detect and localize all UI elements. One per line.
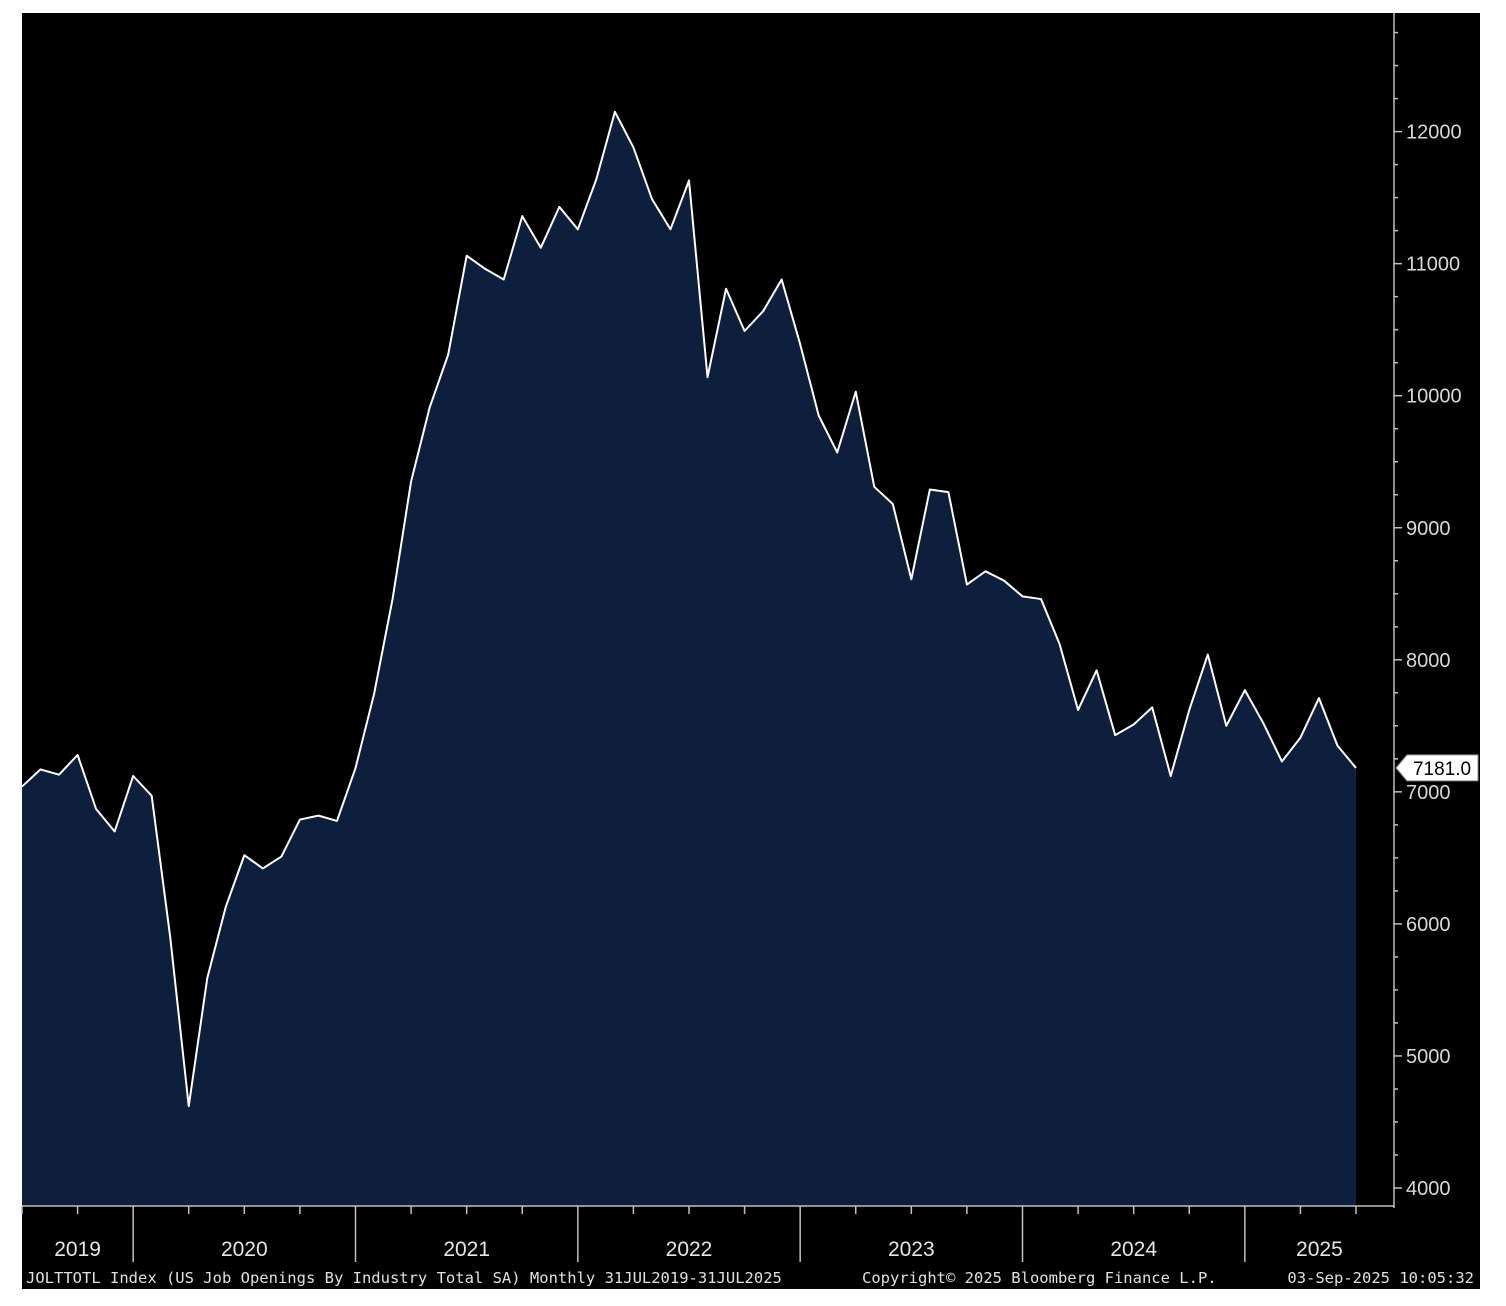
series-line (21, 110, 1357, 1108)
footer-index-description: JOLTTOTL Index (US Job Openings By Indus… (26, 1269, 782, 1287)
axes: 400050006000700080009000100001100012000 … (21, 13, 1462, 1262)
y-tick-label: 5000 (1406, 1046, 1451, 1068)
last-value-box (1395, 754, 1479, 782)
plot-area (21, 110, 1357, 1206)
x-year-label: 2019 (54, 1238, 101, 1261)
y-tick-label: 6000 (1406, 914, 1451, 936)
x-axis-year-labels: 2019 2020 2021 2022 2023 2024 2025 (54, 1238, 1343, 1261)
x-year-label: 2025 (1296, 1238, 1343, 1261)
y-tick-label: 10000 (1406, 386, 1462, 408)
x-year-label: 2021 (443, 1238, 490, 1261)
y-tick-label: 9000 (1406, 518, 1451, 540)
x-year-label: 2020 (221, 1238, 268, 1261)
y-axis-ticks: 4000 5000 6000 7000 8000 9000 10000 11000 12000 (1394, 31, 1462, 1200)
footer-copyright: Copyright© 2025 Bloomberg Finance L.P. (862, 1269, 1217, 1287)
y-tick-label: 11000 (1406, 254, 1460, 276)
y-tick-label: 12000 (1406, 122, 1462, 144)
y-tick-label: 8000 (1406, 650, 1451, 672)
x-year-label: 2024 (1110, 1238, 1157, 1261)
footer-timestamp: 03-Sep-2025 10:05:32 (1287, 1269, 1474, 1287)
x-year-label: 2022 (666, 1238, 713, 1261)
last-value-label: 7181.0 (1413, 759, 1471, 780)
y-tick-label: 7000 (1406, 782, 1451, 804)
series-area (22, 111, 1356, 1206)
last-value-marker: 7181.0 (1395, 754, 1479, 782)
x-axis-ticks (21, 1206, 1357, 1262)
x-year-label: 2023 (888, 1238, 935, 1261)
y-tick-label: 4000 (1406, 1178, 1451, 1200)
